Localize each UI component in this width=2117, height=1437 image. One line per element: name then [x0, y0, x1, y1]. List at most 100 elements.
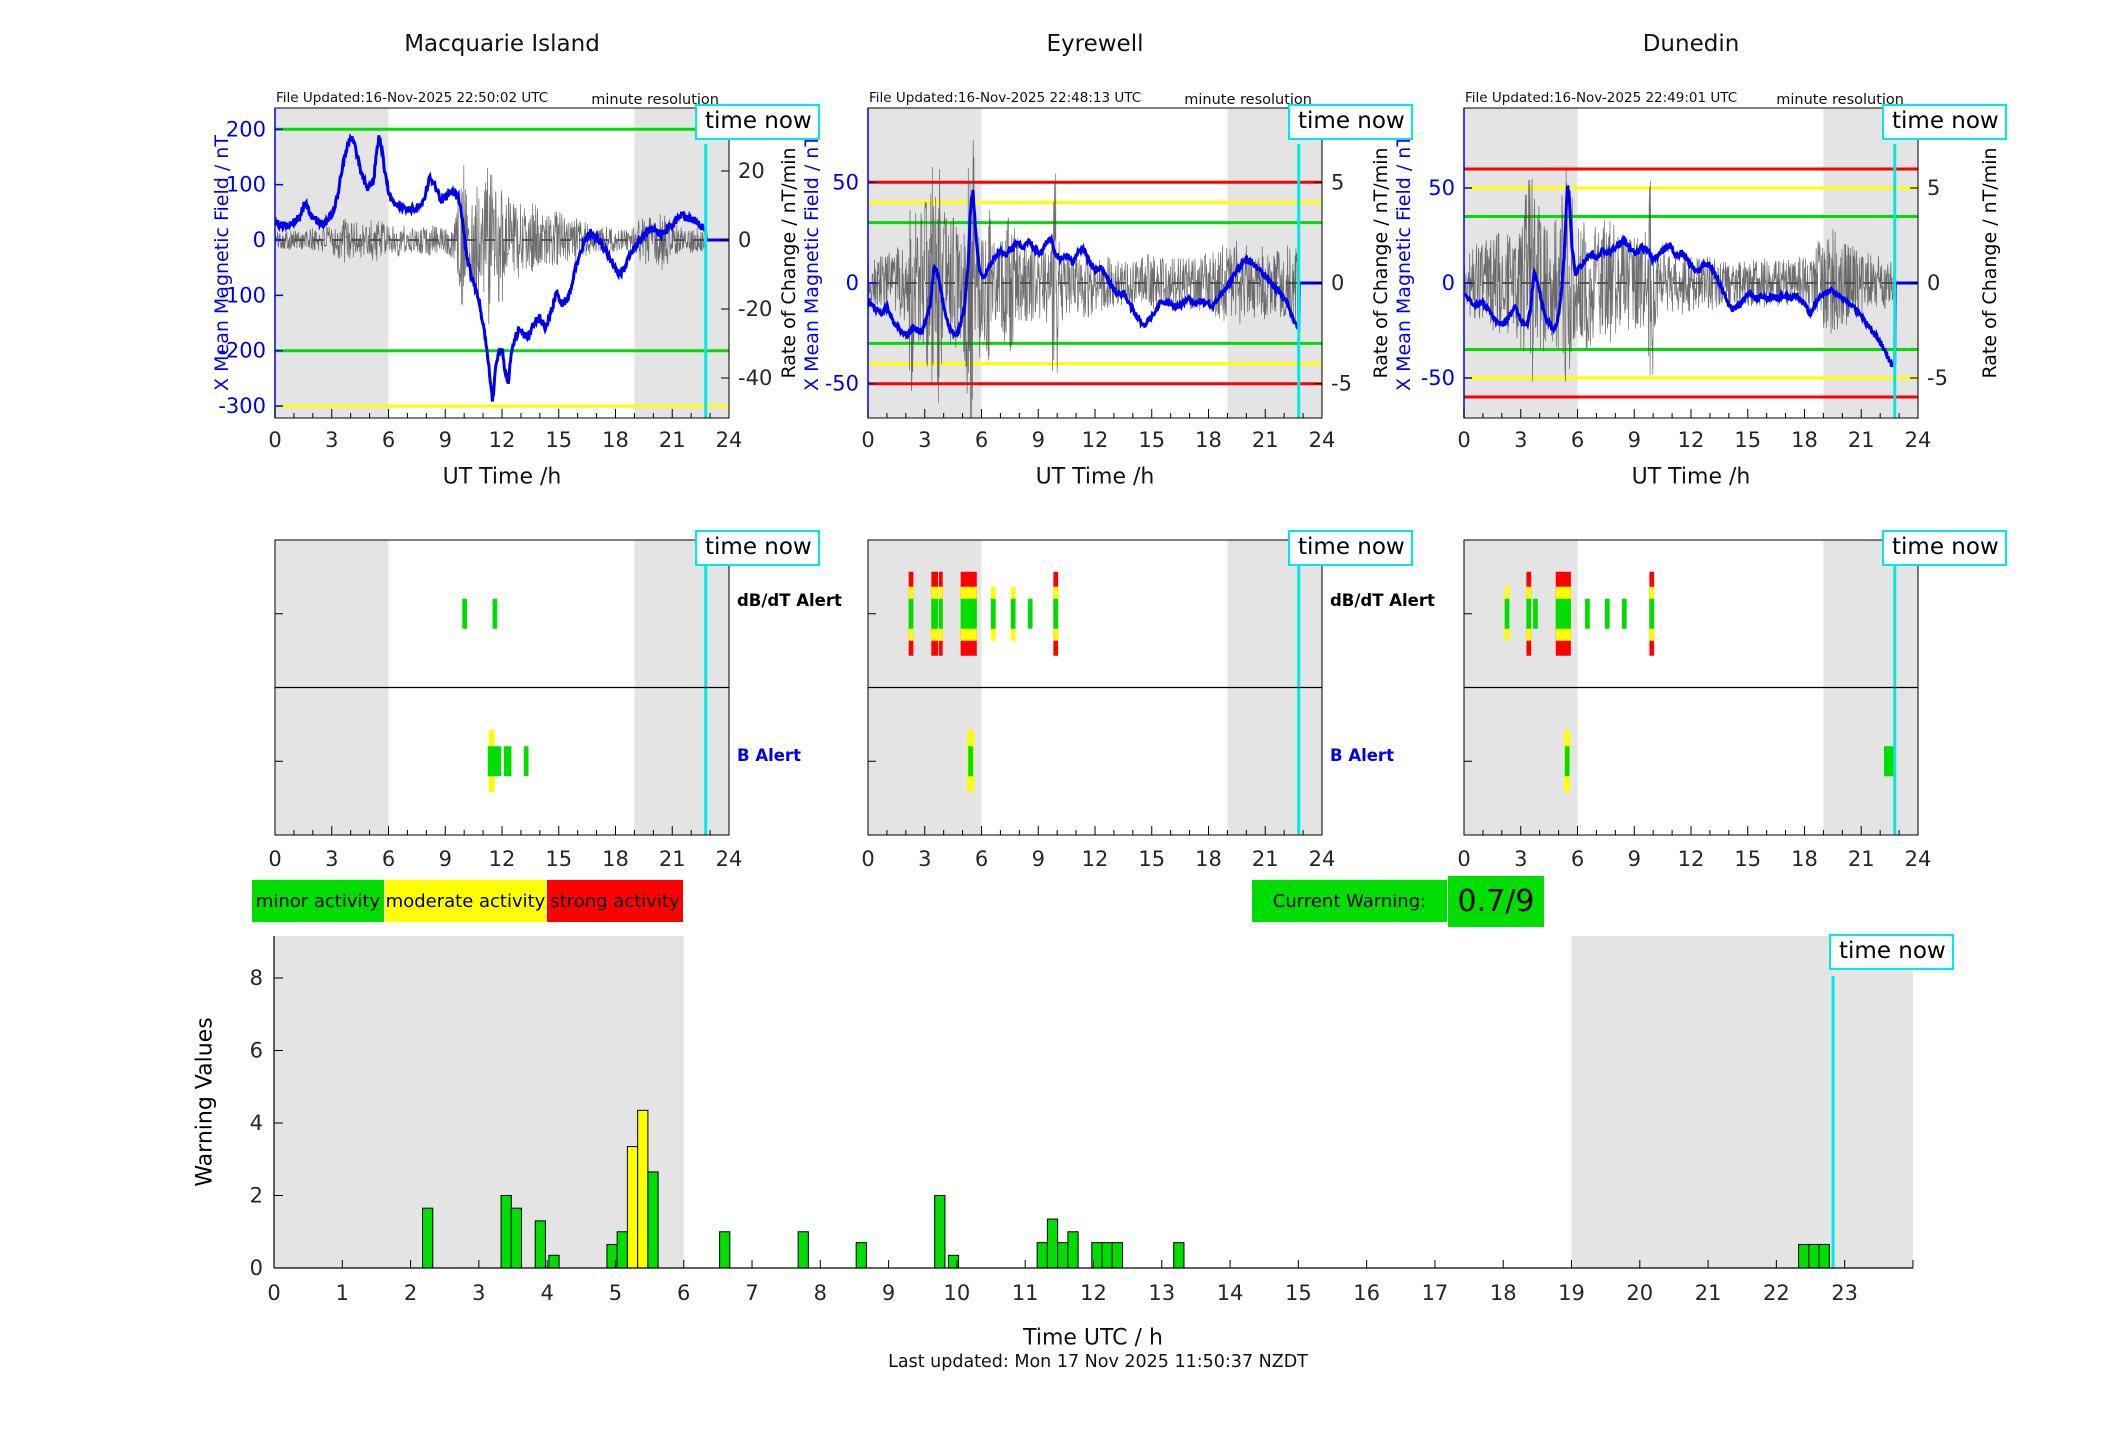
svg-text:0: 0 — [1457, 847, 1470, 871]
svg-text:12: 12 — [1678, 847, 1705, 871]
svg-text:6: 6 — [975, 847, 988, 871]
time-utc-axis-label: Time UTC / h — [1023, 1325, 1163, 1351]
svg-text:24: 24 — [1309, 428, 1336, 452]
svg-text:2: 2 — [250, 1184, 263, 1208]
svg-text:15: 15 — [1734, 428, 1761, 452]
svg-text:24: 24 — [1905, 847, 1932, 871]
file-updated-eyrewell: File Updated:16-Nov-2025 22:48:13 UTC — [869, 90, 1142, 106]
svg-text:15: 15 — [1734, 847, 1761, 871]
svg-text:0: 0 — [1331, 271, 1344, 295]
current-warning-label: Current Warning: — [1252, 880, 1447, 922]
resolution-note-dunedin: minute resolution — [1776, 92, 1904, 108]
svg-text:-5: -5 — [1331, 372, 1352, 396]
station-title-macquarie: Macquarie Island — [404, 31, 600, 57]
svg-text:12: 12 — [1082, 847, 1109, 871]
svg-text:5: 5 — [1927, 176, 1940, 200]
time-now-box: time now — [695, 530, 820, 566]
svg-text:18: 18 — [602, 428, 629, 452]
svg-text:18: 18 — [1791, 428, 1818, 452]
time-now-box: time now — [695, 104, 820, 140]
svg-text:8: 8 — [814, 1281, 827, 1305]
time-now-box: time now — [1882, 104, 2007, 140]
svg-text:5: 5 — [1331, 170, 1344, 194]
svg-text:9: 9 — [439, 847, 452, 871]
svg-text:21: 21 — [1252, 847, 1279, 871]
x-axis-label-eyrewell: UT Time /h — [1035, 464, 1155, 490]
warning-values-axis-label: Warning Values — [192, 1017, 218, 1187]
y-axis-label-field-dunedin: X Mean Magnetic Field / nT — [1393, 135, 1415, 391]
y-axis-label-rate-dunedin: Rate of Change / nT/min — [1979, 147, 2001, 379]
db-dt-alert-label: dB/dT Alert — [1330, 591, 1435, 610]
svg-text:9: 9 — [1628, 428, 1641, 452]
svg-text:0: 0 — [268, 428, 281, 452]
svg-text:12: 12 — [489, 847, 516, 871]
svg-text:9: 9 — [1032, 847, 1045, 871]
file-updated-macquarie: File Updated:16-Nov-2025 22:50:02 UTC — [276, 90, 549, 106]
svg-text:3: 3 — [325, 847, 338, 871]
legend-moderate-activity: moderate activity — [385, 880, 546, 922]
svg-text:21: 21 — [1848, 847, 1875, 871]
svg-text:21: 21 — [1848, 428, 1875, 452]
svg-text:18: 18 — [1791, 847, 1818, 871]
svg-text:3: 3 — [325, 428, 338, 452]
svg-text:13: 13 — [1148, 1281, 1175, 1305]
svg-text:12: 12 — [1678, 428, 1705, 452]
svg-text:4: 4 — [540, 1281, 553, 1305]
svg-text:0: 0 — [1442, 271, 1455, 295]
svg-text:17: 17 — [1422, 1281, 1449, 1305]
svg-text:21: 21 — [1695, 1281, 1722, 1305]
svg-text:6: 6 — [677, 1281, 690, 1305]
svg-text:9: 9 — [882, 1281, 895, 1305]
y-axis-label-rate-macquarie: Rate of Change / nT/min — [778, 147, 800, 379]
svg-text:21: 21 — [659, 847, 686, 871]
svg-text:-300: -300 — [218, 394, 266, 418]
svg-text:0: 0 — [1927, 271, 1940, 295]
time-now-box: time now — [1288, 530, 1413, 566]
svg-text:24: 24 — [1905, 428, 1932, 452]
svg-text:2: 2 — [404, 1281, 417, 1305]
svg-text:0: 0 — [253, 228, 266, 252]
svg-text:3: 3 — [1514, 428, 1527, 452]
svg-text:50: 50 — [832, 170, 859, 194]
svg-text:10: 10 — [944, 1281, 971, 1305]
svg-text:6: 6 — [1571, 428, 1584, 452]
svg-text:6: 6 — [975, 428, 988, 452]
b-alert-label: B Alert — [737, 746, 801, 765]
station-title-dunedin: Dunedin — [1642, 31, 1740, 57]
file-updated-dunedin: File Updated:16-Nov-2025 22:49:01 UTC — [1465, 90, 1738, 106]
x-axis-label-macquarie: UT Time /h — [442, 464, 562, 490]
legend-strong-activity: strong activity — [547, 880, 683, 922]
svg-text:9: 9 — [1628, 847, 1641, 871]
svg-text:100: 100 — [226, 173, 266, 197]
svg-text:6: 6 — [382, 847, 395, 871]
svg-text:-40: -40 — [738, 366, 772, 390]
svg-text:-50: -50 — [825, 372, 859, 396]
time-now-box: time now — [1829, 934, 1954, 970]
time-now-box: time now — [1882, 530, 2007, 566]
svg-text:15: 15 — [1138, 847, 1165, 871]
svg-text:6: 6 — [382, 428, 395, 452]
svg-text:16: 16 — [1353, 1281, 1380, 1305]
svg-text:12: 12 — [1082, 428, 1109, 452]
svg-text:1: 1 — [336, 1281, 349, 1305]
svg-text:-5: -5 — [1927, 366, 1948, 390]
svg-text:9: 9 — [1032, 428, 1045, 452]
svg-text:-100: -100 — [218, 283, 266, 307]
y-axis-label-field-eyrewell: X Mean Magnetic Field / nT — [801, 135, 823, 391]
y-axis-label-rate-eyrewell: Rate of Change / nT/min — [1370, 147, 1392, 379]
svg-text:0: 0 — [1457, 428, 1470, 452]
svg-text:8: 8 — [250, 966, 263, 990]
resolution-note-macquarie: minute resolution — [591, 92, 719, 108]
svg-text:5: 5 — [609, 1281, 622, 1305]
svg-text:14: 14 — [1217, 1281, 1244, 1305]
svg-text:23: 23 — [1831, 1281, 1858, 1305]
svg-text:-200: -200 — [218, 339, 266, 363]
svg-text:0: 0 — [861, 847, 874, 871]
svg-text:6: 6 — [250, 1039, 263, 1063]
svg-text:21: 21 — [1252, 428, 1279, 452]
x-axis-label-dunedin: UT Time /h — [1631, 464, 1751, 490]
svg-text:24: 24 — [1309, 847, 1336, 871]
svg-text:50: 50 — [1428, 176, 1455, 200]
svg-text:18: 18 — [1490, 1281, 1517, 1305]
